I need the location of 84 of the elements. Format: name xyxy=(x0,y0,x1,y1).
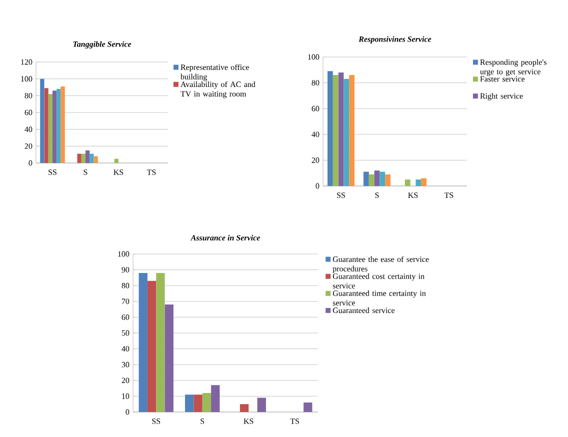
legend-label: Guaranteed time certainty in service xyxy=(332,290,426,306)
bar xyxy=(385,174,390,186)
bar xyxy=(56,88,61,163)
y-tick-label: 50 xyxy=(122,330,130,336)
x-tick-label: KS xyxy=(114,170,124,175)
bar xyxy=(332,75,338,186)
y-tick-label: 60 xyxy=(24,110,32,116)
y-tick-label: 40 xyxy=(24,126,32,132)
bar xyxy=(81,154,86,163)
bar xyxy=(211,385,220,412)
y-tick-label: 40 xyxy=(122,346,130,352)
bar xyxy=(156,272,165,412)
bar xyxy=(421,178,426,186)
bar xyxy=(364,172,369,186)
bar xyxy=(147,280,156,412)
x-tick-label: S xyxy=(375,192,379,198)
bar xyxy=(374,170,380,186)
bar xyxy=(44,88,48,163)
bar xyxy=(60,86,65,163)
y-tick-label: 80 xyxy=(312,80,320,86)
x-tick-label: SS xyxy=(48,170,56,175)
x-tick-label: SS xyxy=(152,418,160,424)
bar xyxy=(40,78,44,163)
x-tick-label: KS xyxy=(408,192,418,198)
y-tick-label: 10 xyxy=(122,394,130,399)
bar xyxy=(328,71,333,186)
x-tick-label: KS xyxy=(244,418,254,424)
bar xyxy=(94,156,98,163)
bar xyxy=(240,404,249,412)
bar xyxy=(349,75,355,186)
bar xyxy=(404,180,410,186)
legend-label: Right service xyxy=(480,93,523,100)
x-tick-label: S xyxy=(84,170,88,175)
bar xyxy=(416,180,422,186)
y-tick-label: 90 xyxy=(122,267,130,272)
bar xyxy=(368,174,374,186)
y-tick-label: 80 xyxy=(122,282,130,288)
chart-title: Responsivines Service xyxy=(358,36,432,44)
y-tick-label: 30 xyxy=(122,362,130,368)
y-tick-label: 70 xyxy=(122,298,130,304)
bar xyxy=(48,94,52,163)
y-tick-label: 20 xyxy=(312,158,320,163)
bar xyxy=(90,154,94,163)
x-tick-label: TS xyxy=(290,418,300,424)
legend-label: Guaranteed service xyxy=(332,307,395,314)
bar xyxy=(114,158,118,163)
y-tick-label: 120 xyxy=(21,59,32,65)
bar xyxy=(344,78,350,186)
bar xyxy=(185,394,194,412)
y-tick-label: 20 xyxy=(24,143,32,149)
legend-label: Faster service xyxy=(480,76,525,82)
x-tick-label: S xyxy=(200,418,204,424)
chart-title: Tanggible Service xyxy=(73,41,132,48)
legend-label: Representative office building xyxy=(180,64,249,82)
bar xyxy=(202,393,212,412)
x-tick-label: TS xyxy=(444,192,454,198)
legend-label: Guarantee the ease of service procedures xyxy=(332,256,429,274)
y-tick-label: 40 xyxy=(312,132,320,138)
legend-label: Availability of AC and TV in waiting room xyxy=(180,81,256,98)
y-tick-label: 0 xyxy=(28,160,32,166)
x-tick-label: TS xyxy=(146,170,156,175)
y-tick-label: 60 xyxy=(122,314,130,320)
bar xyxy=(164,304,174,412)
bar xyxy=(52,90,57,163)
bar xyxy=(338,72,344,186)
y-tick-label: 0 xyxy=(316,183,320,189)
bar xyxy=(86,150,90,163)
bar xyxy=(138,272,148,412)
y-tick-label: 80 xyxy=(24,92,32,98)
legend-label: Guaranteed cost certainty in service xyxy=(332,273,424,288)
bar xyxy=(194,394,202,412)
legend-label: Responding people's urge to get service xyxy=(480,59,546,76)
bar xyxy=(257,398,266,412)
bar xyxy=(380,172,386,186)
y-tick-label: 0 xyxy=(126,409,130,415)
y-tick-label: 100 xyxy=(308,54,320,60)
y-tick-label: 60 xyxy=(312,106,320,112)
bar xyxy=(304,402,312,412)
bar xyxy=(77,154,82,163)
y-tick-label: 20 xyxy=(122,378,130,384)
y-tick-label: 100 xyxy=(21,76,32,82)
y-tick-label: 100 xyxy=(118,251,130,257)
x-tick-label: SS xyxy=(337,192,345,198)
chart-title: Assurance in Service xyxy=(190,234,260,240)
